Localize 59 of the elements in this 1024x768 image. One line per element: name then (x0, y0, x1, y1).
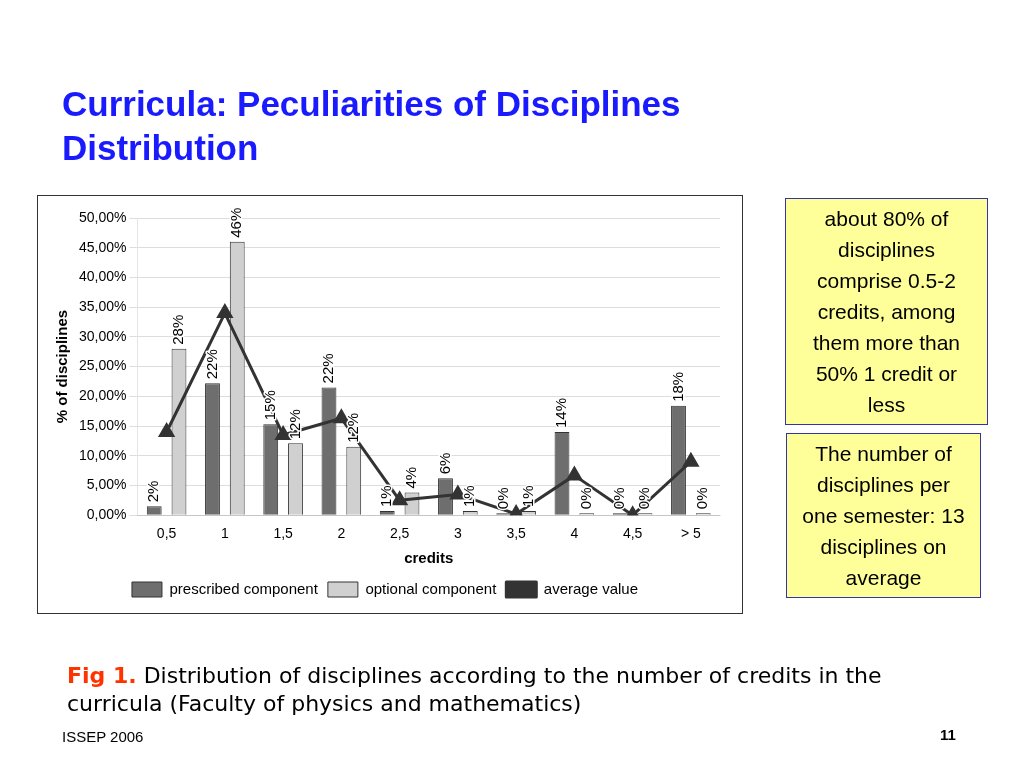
point (217, 304, 233, 319)
x-axis-title: credits (404, 549, 454, 567)
text: about 80% of disciplines comprise 0.5-2 credits, among them more than 50% 1 credit or less (785, 198, 988, 425)
y-tick-label: 25,00% (79, 357, 127, 374)
legend-label: prescribed component (169, 579, 319, 597)
x-tick-label: 0,5 (156, 525, 177, 542)
data-label: 18% (668, 371, 686, 402)
y-tick-label: 0,00% (86, 506, 127, 523)
point (683, 453, 699, 467)
y-tick-label: 40,00% (79, 268, 127, 285)
data-label: 1% (377, 485, 395, 508)
y-tick-label: 50,00% (79, 208, 127, 225)
text: ISSEP 2006 (62, 728, 144, 745)
data-label: 22% (202, 349, 220, 380)
data-label: 22% (319, 353, 337, 384)
y-axis-title: % of disciplines (53, 309, 71, 424)
data-label: 0% (635, 487, 653, 510)
point (275, 426, 291, 440)
y-tick-label: 30,00% (79, 327, 127, 344)
data-label: 0% (576, 487, 594, 510)
y-tick-label: 45,00% (79, 238, 127, 255)
y-tick-label: 10,00% (79, 446, 127, 463)
data-label: 14% (552, 397, 570, 428)
x-tick-label: 4 (570, 525, 579, 542)
legend-label: average value (543, 579, 639, 597)
x-tick-label: 4,5 (622, 525, 643, 542)
legend-label: optional component (365, 579, 498, 597)
point (159, 423, 175, 437)
x-tick-label: 1 (220, 525, 229, 542)
data-label: 1% (518, 485, 536, 508)
y-tick-label: 5,00% (86, 476, 127, 493)
point (392, 491, 408, 506)
x-tick-label: 2,5 (389, 525, 410, 542)
y-tick-label: 15,00% (79, 416, 127, 433)
y-tick-label: 20,00% (79, 387, 127, 404)
data-label: 46% (227, 207, 245, 238)
data-label: 0% (693, 487, 711, 510)
x-tick-label: 3 (453, 525, 462, 542)
x-tick-label: 1,5 (273, 525, 294, 542)
chart-title: Curricula: Peculiarities of Disciplines Distribution (62, 83, 682, 169)
y-tick-label: 35,00% (79, 298, 127, 315)
data-label: 0% (610, 487, 628, 510)
x-tick-label: > 5 (680, 525, 702, 542)
data-label: 6% (435, 452, 453, 475)
x-tick-label: 3,5 (506, 525, 527, 542)
x-tick-label: 2 (337, 525, 346, 542)
data-label: 12% (343, 412, 361, 443)
data-label: 28% (169, 314, 187, 345)
text: The number of disciplines per one semester: 13 disciplines on average (786, 433, 981, 598)
data-label: 2% (144, 480, 162, 503)
point (333, 409, 349, 424)
data-label: 1% (460, 485, 478, 508)
point (566, 466, 582, 481)
data-label: 15% (260, 390, 278, 421)
data-label: 0% (493, 487, 511, 510)
data-label: 12% (285, 409, 303, 440)
caption: Fig 1. Distribution of disciplines according to the number of credits in the curricula (Faculty of physics and mathematics) (67, 662, 883, 718)
data-label: 4% (402, 466, 420, 489)
text: 11 (940, 726, 956, 743)
